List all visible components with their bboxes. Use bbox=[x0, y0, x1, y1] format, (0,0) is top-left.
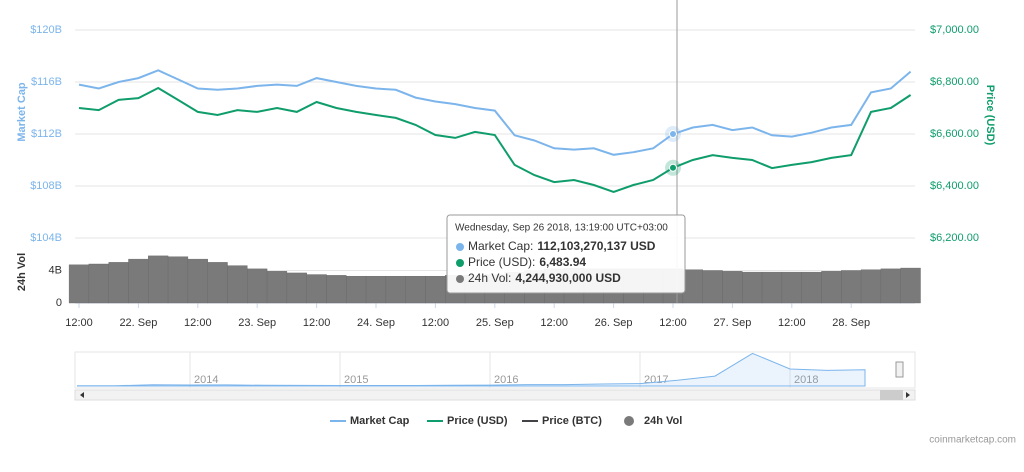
volume-bar bbox=[801, 271, 822, 304]
y-tick-label: $104B bbox=[30, 232, 62, 244]
volume-bar bbox=[266, 271, 288, 304]
volume-bar bbox=[781, 271, 802, 304]
x-tick-label: 12:00 bbox=[65, 317, 93, 329]
volume-bar bbox=[88, 263, 109, 304]
y2-tick-label: $6,200.00 bbox=[930, 232, 979, 244]
volume-bar bbox=[247, 268, 268, 304]
tooltip-row: Price (USD): 6,483.94 bbox=[468, 255, 586, 269]
volume-bar bbox=[326, 275, 347, 304]
navigator-frame bbox=[74, 351, 916, 389]
y2-tick-label: $6,400.00 bbox=[930, 180, 979, 192]
y-tick-label: $116B bbox=[31, 76, 62, 88]
scrollbar-thumb bbox=[880, 390, 903, 400]
y2-axis-title: Price (USD) bbox=[984, 85, 996, 146]
volume-bar bbox=[425, 275, 446, 304]
navigator-label: 2015 bbox=[344, 374, 368, 386]
x-tick-label: 12:00 bbox=[659, 317, 687, 329]
legend-label[interactable]: Price (USD) bbox=[447, 415, 508, 427]
volume-bar bbox=[306, 274, 327, 304]
x-tick-label: 23. Sep bbox=[238, 317, 276, 329]
navigator-label: 2018 bbox=[794, 374, 818, 386]
x-tick-label: 12:00 bbox=[303, 317, 331, 329]
tooltip: Wednesday, Sep 26 2018, 13:19:00 UTC+03:… bbox=[446, 214, 686, 294]
navigator-area bbox=[77, 352, 866, 387]
tooltip-dot bbox=[456, 243, 464, 251]
legend-label[interactable]: Price (BTC) bbox=[542, 415, 602, 427]
volume-bar bbox=[880, 268, 901, 304]
volume-bar bbox=[742, 271, 763, 304]
tooltip-value: 112,103,270,137 USD bbox=[537, 239, 655, 253]
x-tick-label: 28. Sep bbox=[832, 317, 870, 329]
tooltip-box bbox=[446, 214, 686, 294]
volume-bar bbox=[187, 258, 208, 304]
x-tick-label: 12:00 bbox=[184, 317, 212, 329]
y-tick-label: $108B bbox=[30, 180, 62, 192]
volume-bar bbox=[682, 269, 703, 304]
legend-swatch bbox=[624, 416, 634, 426]
y2-tick-label: $6,800.00 bbox=[930, 76, 979, 88]
legend-label[interactable]: 24h Vol bbox=[644, 415, 682, 427]
credit: coinmarketcap.com bbox=[929, 435, 1016, 446]
tooltip-row: Market Cap: 112,103,270,137 USD bbox=[468, 239, 656, 253]
scrollbar bbox=[74, 389, 916, 401]
tooltip-label: Price (USD): bbox=[468, 255, 535, 269]
y2-tick-label: $7,000.00 bbox=[930, 24, 979, 36]
y-axis-title: Market Cap bbox=[16, 82, 28, 142]
volume-bar bbox=[108, 262, 129, 304]
volume-bar bbox=[68, 264, 90, 304]
y2-tick-label: $6,600.00 bbox=[930, 128, 979, 140]
volume-bar bbox=[821, 271, 842, 304]
legend-label[interactable]: Market Cap bbox=[350, 415, 410, 427]
series-line bbox=[78, 86, 912, 194]
tooltip-dot bbox=[456, 275, 464, 283]
y3-axis-title: 24h Vol bbox=[16, 253, 28, 291]
volume-bar bbox=[346, 275, 367, 304]
x-tick-label: 12:00 bbox=[540, 317, 568, 329]
volume-bar bbox=[286, 272, 307, 304]
volume-bar bbox=[702, 270, 723, 304]
volume-bar bbox=[900, 267, 921, 304]
volume-bar bbox=[207, 262, 228, 304]
y-tick-label: $112B bbox=[31, 128, 62, 140]
hover-point bbox=[669, 130, 677, 138]
navigator-handle bbox=[895, 361, 904, 378]
volume-bar bbox=[365, 275, 387, 304]
navigator-label: 2014 bbox=[194, 374, 218, 386]
x-tick-label: 25. Sep bbox=[476, 317, 514, 329]
x-tick-label: 24. Sep bbox=[357, 317, 395, 329]
tooltip-value: 6,483.94 bbox=[539, 255, 586, 269]
volume-bar bbox=[761, 271, 783, 304]
tooltip-label: 24h Vol: bbox=[468, 271, 511, 285]
x-tick-label: 12:00 bbox=[778, 317, 806, 329]
volume-bar bbox=[385, 275, 406, 304]
volume-bar bbox=[405, 275, 426, 304]
volume-bar bbox=[128, 258, 149, 304]
series-line bbox=[78, 69, 912, 156]
scroll-left bbox=[80, 392, 84, 398]
y3-tick-label: 4B bbox=[49, 264, 62, 276]
volume-bar bbox=[841, 270, 862, 304]
x-tick-label: 26. Sep bbox=[595, 317, 633, 329]
tooltip-label: Market Cap: bbox=[468, 239, 533, 253]
volume-bar bbox=[167, 256, 189, 304]
volume-bar bbox=[722, 271, 743, 304]
tooltip-dot bbox=[456, 259, 464, 267]
hover-point bbox=[669, 163, 677, 172]
navigator-label: 2016 bbox=[494, 374, 518, 386]
volume-bar bbox=[860, 269, 882, 304]
x-tick-label: 22. Sep bbox=[119, 317, 157, 329]
y3-tick-label: 0 bbox=[56, 297, 62, 309]
volume-bar bbox=[148, 255, 169, 304]
y-tick-label: $120B bbox=[30, 24, 62, 36]
x-tick-label: 27. Sep bbox=[713, 317, 751, 329]
tooltip-row: 24h Vol: 4,244,930,000 USD bbox=[468, 271, 621, 285]
x-tick-label: 12:00 bbox=[422, 317, 450, 329]
volume-bar bbox=[227, 265, 248, 304]
tooltip-value: 4,244,930,000 USD bbox=[515, 271, 621, 285]
tooltip-title: Wednesday, Sep 26 2018, 13:19:00 UTC+03:… bbox=[455, 223, 668, 234]
scroll-right bbox=[906, 392, 910, 398]
